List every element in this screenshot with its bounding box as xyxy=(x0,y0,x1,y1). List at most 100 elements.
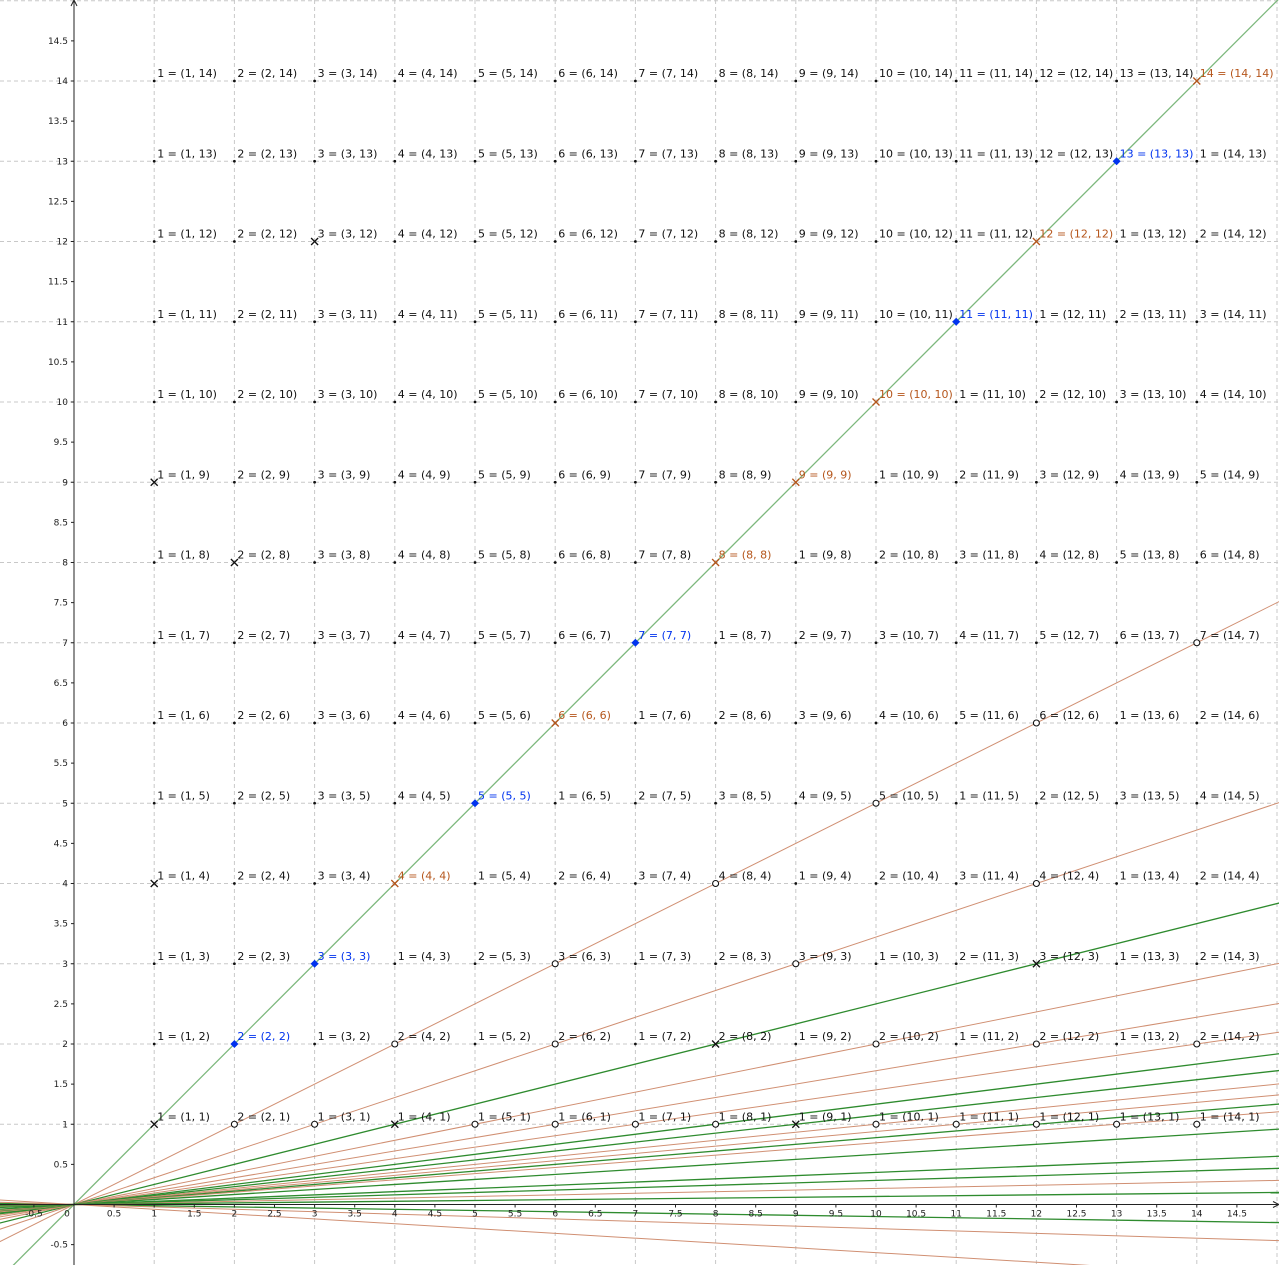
point: 1 = (7, 6) xyxy=(634,709,691,725)
point: 3 = (3, 11) xyxy=(313,308,377,324)
y-tick-label: 7 xyxy=(62,639,68,649)
point-dot-marker xyxy=(393,480,397,484)
point: 2 = (5, 3) xyxy=(473,950,531,966)
point-dot-marker xyxy=(1115,962,1118,966)
point-label: 10 = (10, 14) xyxy=(879,67,953,80)
point: 1 = (9, 4) xyxy=(794,870,852,885)
y-tick-label: 8 xyxy=(62,559,68,569)
point-label: 3 = (13, 5) xyxy=(1120,789,1180,802)
x-tick-label: 3.5 xyxy=(348,1210,362,1220)
point: 6 = (12, 6) xyxy=(1032,709,1099,727)
point: 1 = (13, 12) xyxy=(1115,228,1186,243)
point-label: 5 = (5, 11) xyxy=(478,308,538,321)
point: 1 = (1, 11) xyxy=(152,308,217,324)
point-label: 5 = (12, 7) xyxy=(1039,629,1099,642)
y-tick-label: 3 xyxy=(62,960,68,970)
point: 1 = (12, 1) xyxy=(1032,1110,1099,1128)
point: 5 = (13, 8) xyxy=(1115,549,1179,564)
point: 4 = (14, 5) xyxy=(1195,789,1260,805)
point-dot-marker xyxy=(233,882,236,885)
point-label: 9 = (9, 9) xyxy=(799,468,852,481)
ray-line xyxy=(0,1179,1279,1207)
point-label: 1 = (8, 1) xyxy=(719,1110,772,1123)
point-label: 2 = (2, 10) xyxy=(237,388,297,401)
point: 5 = (10, 5) xyxy=(872,789,939,807)
point-label: 1 = (14, 13) xyxy=(1200,147,1267,160)
point-dot-marker xyxy=(393,320,397,324)
point-label: 2 = (12, 2) xyxy=(1039,1030,1099,1043)
point-label: 4 = (13, 9) xyxy=(1120,468,1180,481)
point-label: 6 = (6, 10) xyxy=(558,388,618,401)
point-dot-marker xyxy=(393,561,397,564)
point: 1 = (13, 2) xyxy=(1115,1030,1179,1046)
point-label: 1 = (10, 1) xyxy=(879,1110,939,1123)
point: 7 = (7, 13) xyxy=(634,147,698,163)
point: 1 = (14, 13) xyxy=(1195,147,1267,163)
point-dot-marker xyxy=(473,1042,477,1046)
x-tick-label: 2.5 xyxy=(267,1210,281,1220)
x-tick-label: 7.5 xyxy=(668,1210,682,1220)
point-label: 5 = (14, 9) xyxy=(1200,468,1260,481)
point-label: 4 = (8, 4) xyxy=(719,870,772,883)
point-dot-marker xyxy=(634,240,637,243)
point-dot-marker xyxy=(1115,320,1118,324)
point-dot-marker xyxy=(393,801,397,805)
point-dot-marker xyxy=(1035,801,1038,805)
point: 8 = (8, 12) xyxy=(714,228,778,243)
point-dot-marker xyxy=(1195,882,1199,885)
ray-line xyxy=(0,1053,1279,1215)
x-tick-label: 7 xyxy=(633,1210,639,1220)
point: 3 = (3, 3) xyxy=(310,950,370,968)
point-label: 5 = (5, 14) xyxy=(478,67,538,80)
point-circle-marker xyxy=(712,879,720,888)
point-label: 1 = (13, 1) xyxy=(1120,1110,1180,1123)
point-dot-marker xyxy=(634,962,637,966)
point-label: 6 = (6, 7) xyxy=(558,629,611,642)
point-cross-marker xyxy=(711,1040,720,1048)
point-label: 2 = (14, 4) xyxy=(1200,870,1260,883)
point-label: 1 = (11, 2) xyxy=(959,1030,1019,1043)
point-cross-marker xyxy=(872,398,880,406)
point-label: 3 = (3, 4) xyxy=(318,870,371,883)
point: 1 = (5, 1) xyxy=(471,1110,531,1128)
ray-line xyxy=(0,902,1279,1224)
point-label: 6 = (6, 6) xyxy=(558,709,611,722)
point-diamond-marker xyxy=(952,317,961,326)
point: 1 = (8, 7) xyxy=(714,629,771,645)
point: 4 = (12, 4) xyxy=(1032,870,1099,888)
point: 2 = (12, 2) xyxy=(1032,1030,1099,1048)
point-label: 13 = (13, 13) xyxy=(1120,147,1194,160)
point-label: 2 = (14, 12) xyxy=(1200,228,1267,241)
point: 5 = (5, 7) xyxy=(473,629,531,645)
point-dot-marker xyxy=(954,79,958,83)
point-dot-marker xyxy=(1035,480,1038,484)
point-dot-marker xyxy=(634,320,637,324)
point-cross-marker xyxy=(230,558,239,567)
point-dot-marker xyxy=(1195,480,1199,484)
point-label: 1 = (12, 11) xyxy=(1039,308,1106,321)
point-label: 3 = (11, 8) xyxy=(959,549,1019,562)
point: 6 = (14, 8) xyxy=(1195,549,1260,564)
point-label: 2 = (8, 3) xyxy=(719,950,772,963)
point-label: 1 = (6, 5) xyxy=(558,789,611,802)
point-dot-marker xyxy=(874,561,878,564)
point-label: 9 = (9, 10) xyxy=(799,388,859,401)
point-dot-marker xyxy=(473,480,477,484)
point-dot-marker xyxy=(313,320,316,324)
point-dot-marker xyxy=(473,962,477,966)
point-circle-marker xyxy=(1193,1040,1201,1048)
point: 1 = (10, 3) xyxy=(874,950,939,966)
point: 1 = (1, 3) xyxy=(152,950,210,966)
point: 2 = (14, 2) xyxy=(1193,1030,1260,1048)
point-label: 7 = (14, 7) xyxy=(1200,629,1260,642)
point: 12 = (12, 13) xyxy=(1035,147,1113,163)
point-dot-marker xyxy=(794,79,798,83)
ray-line xyxy=(0,1094,1279,1212)
point: 9 = (9, 13) xyxy=(794,147,859,163)
point: 9 = (9, 11) xyxy=(794,308,859,324)
point: 13 = (13, 14) xyxy=(1115,67,1193,83)
point: 11 = (11, 14) xyxy=(954,67,1033,83)
point-dot-marker xyxy=(233,159,236,163)
point: 14 = (14, 14) xyxy=(1192,67,1274,85)
